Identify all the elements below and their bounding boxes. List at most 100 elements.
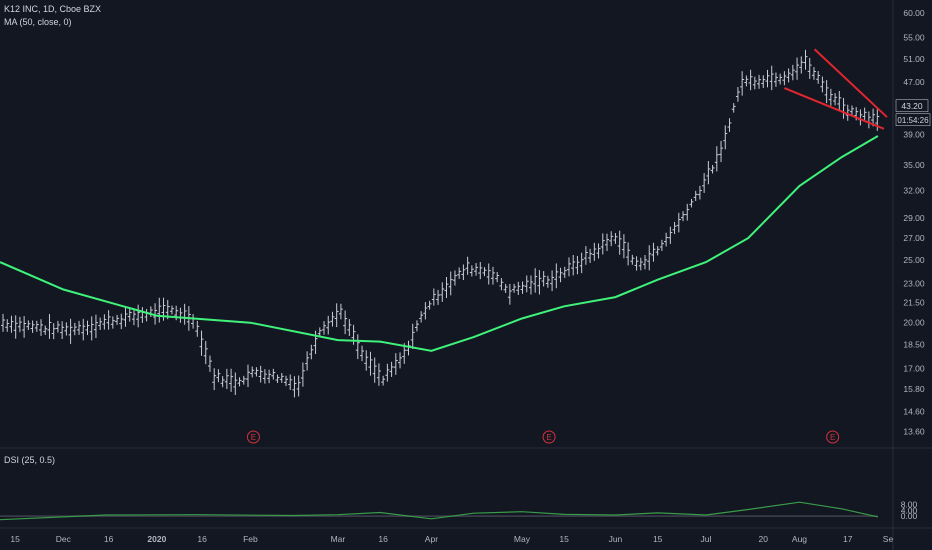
ohlc-bar: [110, 316, 115, 329]
ohlc-bar: [296, 375, 301, 397]
ohlc-bar: [668, 226, 673, 244]
svg-text:E: E: [830, 433, 835, 442]
ohlc-bar: [406, 340, 411, 356]
ohlc-bar: [866, 111, 871, 129]
y-tick-label: 55.00: [903, 33, 925, 43]
ohlc-bar: [376, 363, 381, 386]
ohlc-bar: [706, 161, 711, 185]
ohlc-bar: [583, 246, 588, 265]
ohlc-bar: [17, 316, 22, 333]
ohlc-bar: [478, 262, 483, 280]
ohlc-bar: [258, 365, 263, 383]
ohlc-bar: [803, 49, 808, 70]
y-tick-label: 32.00: [903, 185, 925, 195]
dsi-zero-band: [0, 515, 878, 518]
ohlc-bar: [769, 65, 774, 91]
ohlc-bar: [355, 334, 360, 360]
earnings-marker: E: [246, 430, 260, 444]
ohlc-bar: [436, 289, 441, 305]
ohlc-bar: [22, 316, 27, 338]
ohlc-bar: [284, 375, 289, 387]
ohlc-bar: [579, 252, 584, 274]
ohlc-bar: [672, 221, 677, 235]
ohlc-bar: [545, 275, 550, 288]
ohlc-bar: [748, 69, 753, 91]
ohlc-bar: [351, 324, 356, 345]
ohlc-bar: [431, 288, 436, 306]
ohlc-bar: [250, 366, 255, 378]
y-tick-label: 29.00: [903, 213, 925, 223]
ohlc-bar: [875, 109, 880, 131]
ohlc-bar: [849, 105, 854, 116]
dsi-legend: DSI (25, 0.5): [4, 455, 56, 465]
countdown-badge: [895, 113, 931, 127]
y-tick-label: 39.00: [903, 130, 925, 140]
dsi-y-tick-label: 0.00: [901, 511, 918, 521]
ohlc-bar: [338, 303, 343, 320]
ohlc-bar: [702, 173, 707, 193]
dsi-line: [0, 501, 879, 521]
ohlc-bar: [364, 350, 369, 371]
ohlc-bar: [39, 319, 44, 336]
ohlc-bar: [419, 311, 424, 323]
y-tick-label: 15.80: [903, 384, 925, 394]
ohlc-bar: [600, 233, 605, 255]
ohlc-bar: [727, 118, 732, 132]
ohlc-bar: [26, 320, 31, 331]
ohlc-bar: [828, 88, 833, 106]
ohlc-bar: [562, 266, 567, 278]
x-tick-label: 20: [759, 534, 769, 544]
ohlc-bar: [393, 353, 398, 375]
ohlc-bar: [862, 107, 867, 122]
y-tick-label: 25.00: [903, 255, 925, 265]
x-tick-label: 16: [197, 534, 207, 544]
ohlc-bar: [740, 71, 745, 96]
ohlc-bar: [140, 307, 145, 323]
ohlc-bar: [292, 376, 297, 398]
ohlc-bar: [837, 90, 842, 112]
ohlc-bar: [368, 351, 373, 376]
ohlc-bar: [448, 271, 453, 296]
ohlc-bar: [507, 283, 512, 305]
ohlc-bar: [731, 103, 736, 113]
ohlc-bar: [537, 270, 542, 295]
ohlc-bar: [220, 376, 225, 388]
ohlc-bar: [77, 320, 82, 335]
ohlc-bar: [778, 73, 783, 85]
ohlc-bar: [381, 375, 386, 386]
ohlc-bar: [144, 308, 149, 322]
ohlc-bar: [157, 297, 162, 323]
ohlc-bar: [482, 267, 487, 277]
ohlc-bar: [499, 278, 504, 291]
y-tick-label: 47.00: [903, 77, 925, 87]
ohlc-bar: [309, 344, 314, 360]
ohlc-bar: [34, 320, 39, 332]
ohlc-bar: [571, 255, 576, 276]
ohlc-bar: [51, 323, 56, 340]
ohlc-bar: [474, 263, 479, 276]
ohlc-bar: [414, 320, 419, 332]
ohlc-bar: [676, 212, 681, 233]
ohlc-bar: [254, 367, 259, 377]
ohlc-bar: [824, 80, 829, 104]
ohlc-bar: [765, 69, 770, 88]
ohlc-bar: [664, 232, 669, 247]
ohlc-bar: [820, 76, 825, 93]
ohlc-bar: [169, 305, 174, 315]
x-tick-label: Apr: [425, 534, 438, 544]
x-tick-label: May: [514, 534, 531, 544]
ohlc-bar: [153, 303, 158, 325]
ohlc-bar: [322, 321, 327, 335]
ohlc-bar: [841, 98, 846, 119]
ohlc-bar: [89, 316, 94, 341]
countdown-label: 01:54:26: [897, 116, 929, 125]
svg-text:E: E: [546, 433, 551, 442]
ohlc-bar: [127, 307, 132, 322]
ohlc-bar: [427, 300, 432, 310]
ohlc-bar: [613, 233, 618, 244]
ohlc-bar: [516, 281, 521, 295]
ohlc-bar: [858, 109, 863, 126]
y-tick-label: 27.00: [903, 233, 925, 243]
ohlc-bar: [123, 307, 128, 327]
